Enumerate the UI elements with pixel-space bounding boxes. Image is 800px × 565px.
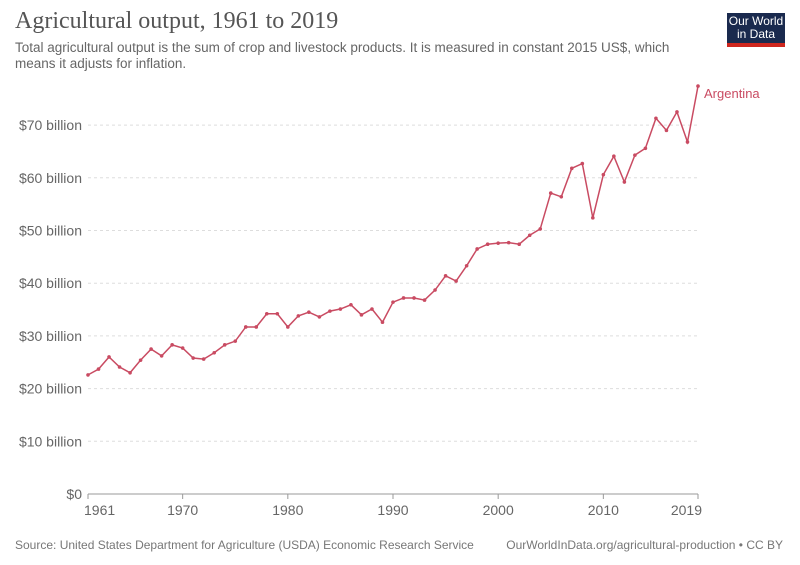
data-point <box>591 216 595 220</box>
data-point <box>675 110 679 114</box>
x-tick-label: 1980 <box>272 502 303 518</box>
data-point <box>149 347 153 351</box>
y-tick-label: $40 billion <box>19 275 82 291</box>
y-tick-label: $0 <box>66 486 82 502</box>
y-tick-label: $70 billion <box>19 117 82 133</box>
data-point <box>233 339 238 343</box>
data-point <box>485 242 490 247</box>
owid-logo[interactable]: Our World in Data <box>727 13 785 47</box>
data-point <box>664 128 669 133</box>
data-point <box>201 357 206 361</box>
data-point <box>654 116 658 121</box>
data-point <box>506 240 511 245</box>
data-point <box>538 227 543 231</box>
data-point <box>685 140 690 144</box>
data-point <box>275 311 280 316</box>
data-point <box>496 241 500 245</box>
x-tick-label: 2019 <box>671 502 702 518</box>
data-point <box>180 346 185 350</box>
data-point <box>286 325 290 329</box>
credit-link[interactable]: OurWorldInData.org/agricultural-producti… <box>506 538 783 552</box>
data-point <box>559 194 564 199</box>
chart-subtitle: Total agricultural output is the sum of … <box>15 40 670 71</box>
data-point <box>264 311 269 316</box>
data-point <box>328 309 332 313</box>
data-point <box>128 370 132 375</box>
chart-title: Agricultural output, 1961 to 2019 <box>15 8 339 34</box>
y-tick-label: $50 billion <box>19 223 82 239</box>
data-point <box>612 154 616 158</box>
data-point <box>349 303 353 307</box>
data-point <box>86 373 90 377</box>
data-point <box>370 307 374 311</box>
data-point <box>601 172 606 177</box>
x-tick-label: 2010 <box>588 502 619 518</box>
data-point <box>359 313 364 317</box>
data-point <box>696 84 700 88</box>
x-tick-label: 2000 <box>483 502 514 518</box>
data-point <box>643 146 648 151</box>
y-tick-label: $20 billion <box>19 381 82 397</box>
data-point <box>307 310 311 314</box>
data-point <box>117 365 122 369</box>
data-point <box>401 296 406 300</box>
data-point <box>548 191 553 195</box>
data-point <box>107 355 111 359</box>
x-tick-label: 1990 <box>377 502 408 518</box>
x-tick-label: 1961 <box>84 502 115 518</box>
data-point <box>475 247 479 251</box>
series-label: Argentina <box>704 86 760 101</box>
y-tick-label: $60 billion <box>19 170 82 186</box>
data-point <box>412 296 416 300</box>
x-tick-label: 1970 <box>167 502 198 518</box>
data-point <box>191 356 195 360</box>
data-point <box>254 325 259 329</box>
data-point <box>454 279 458 283</box>
data-point <box>138 358 143 362</box>
data-point <box>443 274 448 278</box>
data-point <box>433 288 437 292</box>
data-point <box>338 307 343 311</box>
data-point <box>212 350 217 355</box>
data-point <box>569 166 574 171</box>
data-point <box>222 343 227 347</box>
data-point <box>580 161 585 166</box>
data-point <box>159 354 164 358</box>
data-point <box>391 300 395 304</box>
data-point <box>517 242 522 247</box>
data-point <box>96 367 101 371</box>
data-point <box>380 320 385 324</box>
data-point <box>422 298 427 302</box>
data-point <box>527 233 532 238</box>
y-tick-label: $30 billion <box>19 328 82 344</box>
data-point <box>243 325 248 329</box>
data-point <box>296 314 301 318</box>
data-point <box>622 180 627 184</box>
source-note: Source: United States Department for Agr… <box>15 538 474 552</box>
data-point <box>317 315 322 319</box>
y-tick-label: $10 billion <box>19 433 82 449</box>
data-point <box>170 343 174 347</box>
data-point <box>633 153 637 157</box>
data-point <box>464 264 469 268</box>
